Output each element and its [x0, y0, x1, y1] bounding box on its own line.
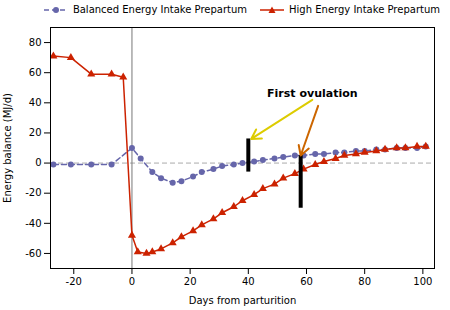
svg-text:80: 80 [358, 276, 371, 287]
html-text:Balanced Energy Intake Prepart: Balanced Energy Intake Prepartum [72, 4, 248, 15]
svg-text:-20: -20 [66, 276, 82, 287]
svg-text:Energy balance (MJ/d): Energy balance (MJ/d) [2, 93, 13, 203]
svg-text:-40: -40 [25, 218, 41, 229]
svg-text:Days from parturition: Days from parturition [189, 295, 296, 306]
svg-text:40: 40 [242, 276, 255, 287]
svg-text:First ovulation: First ovulation [267, 87, 358, 100]
svg-text:20: 20 [29, 127, 42, 138]
svg-text:40: 40 [29, 97, 42, 108]
html-text:High Energy Intake Prepartum: High Energy Intake Prepartum [289, 4, 440, 15]
svg-text:60: 60 [29, 67, 42, 78]
svg-text:20: 20 [184, 276, 197, 287]
svg-text:0: 0 [129, 276, 135, 287]
svg-text:0: 0 [35, 157, 41, 168]
svg-text:-20: -20 [25, 187, 41, 198]
svg-text:60: 60 [300, 276, 313, 287]
svg-text:100: 100 [413, 276, 432, 287]
svg-text:80: 80 [29, 37, 42, 48]
svg-text:-60: -60 [25, 248, 41, 259]
